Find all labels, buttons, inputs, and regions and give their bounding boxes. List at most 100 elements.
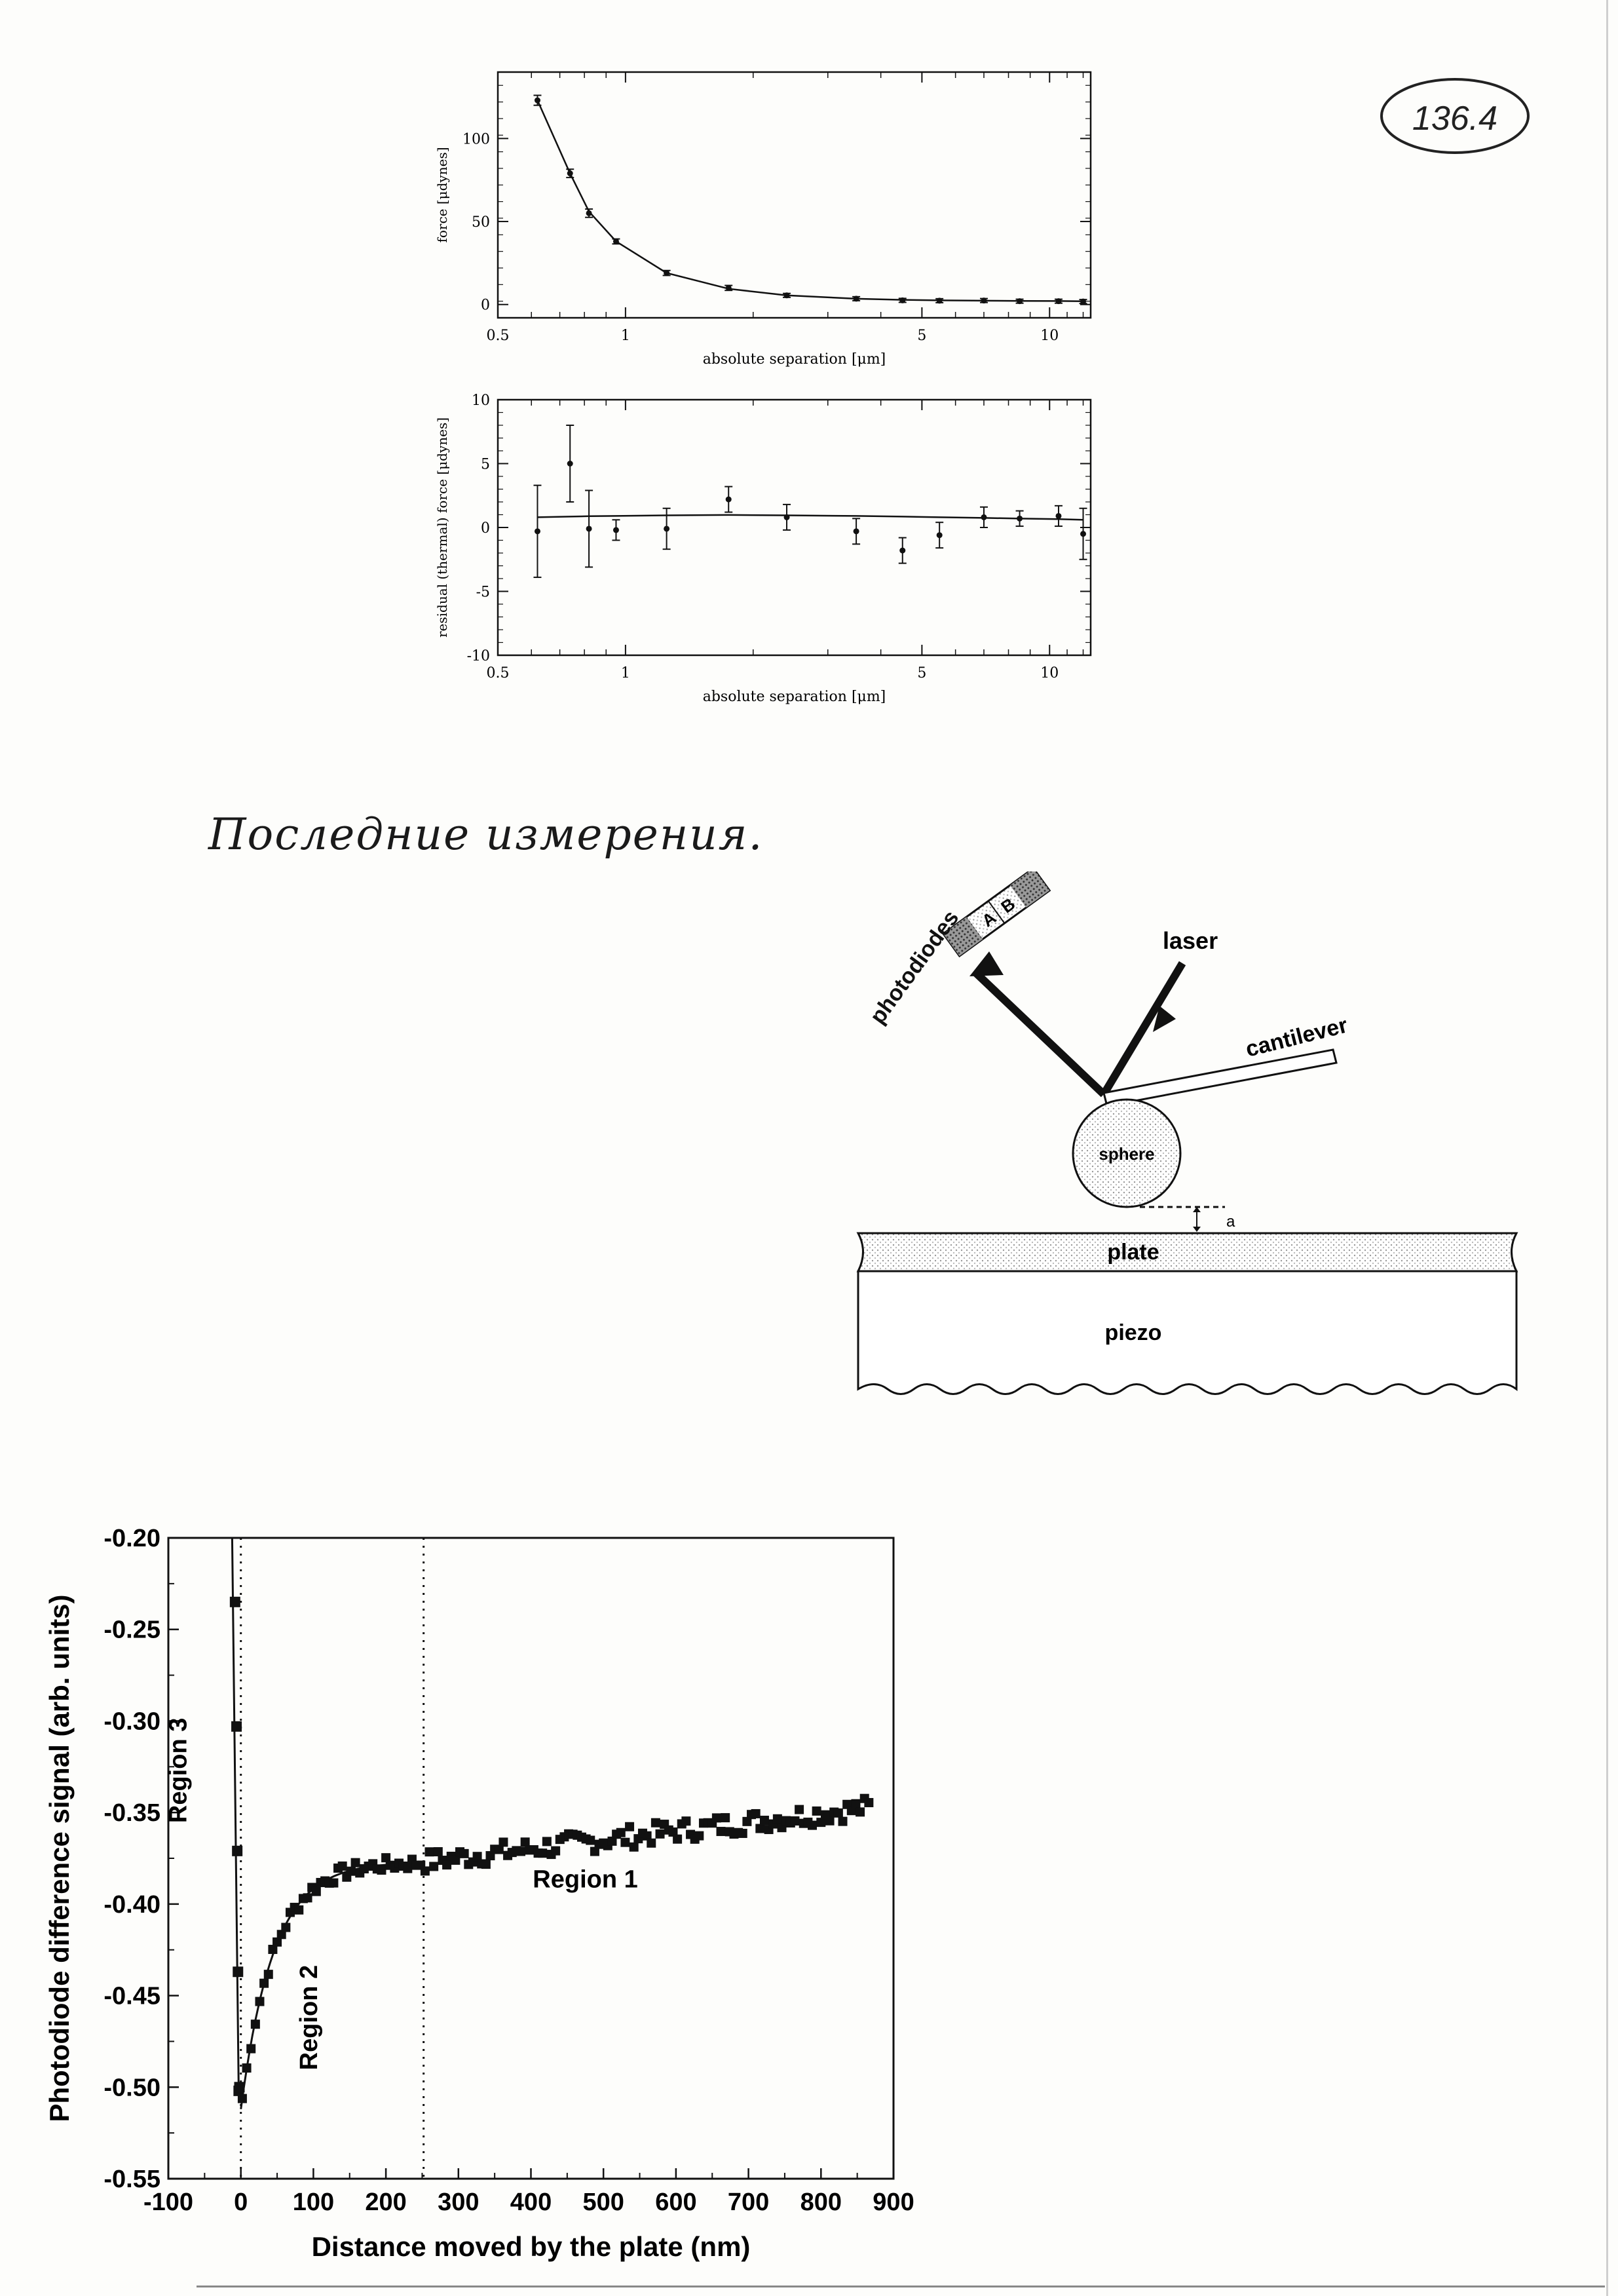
data-point	[790, 1816, 800, 1826]
data-point	[403, 1864, 413, 1873]
data-point	[981, 297, 987, 304]
apparatus-diagram: A B photodiodes laser cantilever sphere …	[856, 871, 1518, 1395]
data-point	[755, 1824, 765, 1833]
data-point	[346, 1866, 356, 1876]
x-axis-label: absolute separation [μm]	[703, 351, 886, 368]
data-point	[825, 1816, 835, 1826]
x-tick-label: 1	[621, 665, 630, 681]
data-point	[650, 1818, 660, 1827]
region3-label: Region 3	[165, 1718, 193, 1823]
cantilever	[1102, 1048, 1338, 1107]
sphere	[1072, 1098, 1182, 1208]
data-point	[808, 1820, 818, 1830]
data-point	[250, 2019, 260, 2029]
data-point	[567, 461, 573, 467]
data-point	[783, 292, 790, 299]
data-point	[567, 170, 573, 177]
y-tick-label: -0.25	[103, 1617, 160, 1644]
data-point	[586, 1835, 595, 1845]
fit-line	[536, 100, 1083, 302]
x-tick-label: 500	[582, 2189, 624, 2216]
data-point	[377, 1866, 386, 1875]
x-tick-label: 900	[873, 2189, 914, 2216]
x-tick-label: 400	[510, 2189, 552, 2216]
data-point	[655, 1829, 665, 1839]
data-point	[232, 1845, 243, 1856]
photodiodes-label: photodiodes	[865, 906, 964, 1028]
data-point	[607, 1836, 617, 1846]
handwritten-caption: Последние измерения.	[208, 809, 764, 860]
data-point	[337, 1861, 347, 1871]
page-number: 136.4	[1412, 100, 1497, 138]
data-point	[647, 1838, 656, 1848]
data-point	[777, 1823, 787, 1833]
data-point	[442, 1860, 452, 1870]
data-point	[494, 1845, 504, 1854]
data-point	[294, 1905, 304, 1915]
data-point	[551, 1846, 561, 1856]
data-point	[856, 1807, 865, 1817]
data-point	[237, 2094, 247, 2103]
data-point	[612, 527, 619, 533]
data-point	[742, 1816, 752, 1826]
data-point	[499, 1837, 508, 1847]
data-point	[281, 1923, 291, 1932]
x-tick-label: 1	[621, 328, 630, 344]
data-point	[664, 526, 670, 532]
data-point	[833, 1808, 843, 1818]
y-tick-label: 5	[481, 457, 490, 473]
data-point	[738, 1828, 747, 1838]
laser-label: laser	[1163, 927, 1218, 954]
x-tick-label: 600	[655, 2189, 696, 2216]
data-point	[451, 1855, 461, 1865]
data-point	[716, 1827, 726, 1837]
fit-line	[537, 514, 1083, 521]
x-tick-label: 5	[917, 665, 926, 681]
y-axis-label: residual (thermal) force [μdynes]	[434, 417, 450, 638]
data-point	[899, 297, 906, 303]
data-point	[1055, 298, 1062, 305]
data-point	[1017, 298, 1023, 305]
data-point	[520, 1837, 530, 1847]
data-point	[516, 1846, 526, 1856]
data-point	[864, 1798, 874, 1808]
data-point	[538, 1848, 548, 1858]
data-point	[1080, 298, 1087, 305]
data-point	[681, 1816, 691, 1826]
y-axis-label: Photodiode difference signal (arb. units…	[44, 1594, 75, 2122]
data-point	[725, 284, 732, 291]
data-point	[242, 2063, 252, 2073]
region1-label: Region 1	[533, 1866, 637, 1894]
data-point	[424, 1847, 434, 1857]
x-tick-label: 800	[800, 2189, 842, 2216]
data-point	[936, 532, 943, 539]
data-point	[759, 1816, 769, 1826]
y-tick-label: -0.55	[103, 2166, 160, 2193]
data-point	[586, 210, 592, 216]
data-point	[590, 1846, 599, 1856]
data-point	[263, 1970, 273, 1980]
x-tick-label: 5	[917, 328, 926, 344]
data-point	[668, 1827, 678, 1837]
data-point	[899, 547, 906, 554]
data-point	[721, 1813, 730, 1823]
laser-beam	[1100, 961, 1186, 1097]
y-tick-label: 0	[481, 297, 490, 314]
data-point	[472, 1852, 482, 1862]
y-tick-label: -0.30	[103, 1708, 160, 1735]
data-point	[616, 1827, 626, 1837]
data-point	[838, 1816, 848, 1826]
data-point	[534, 97, 540, 104]
data-point	[350, 1858, 360, 1867]
data-point	[268, 1945, 278, 1955]
data-point	[816, 1818, 826, 1827]
data-point	[1080, 531, 1087, 537]
x-tick-label: 700	[728, 2189, 769, 2216]
piezo	[857, 1270, 1518, 1395]
data-point	[853, 528, 859, 535]
x-axis-label: absolute separation [μm]	[703, 689, 886, 705]
y-tick-label: -0.40	[103, 1891, 160, 1919]
data-point	[420, 1866, 430, 1876]
x-axis-label: Distance moved by the plate (nm)	[312, 2231, 751, 2262]
